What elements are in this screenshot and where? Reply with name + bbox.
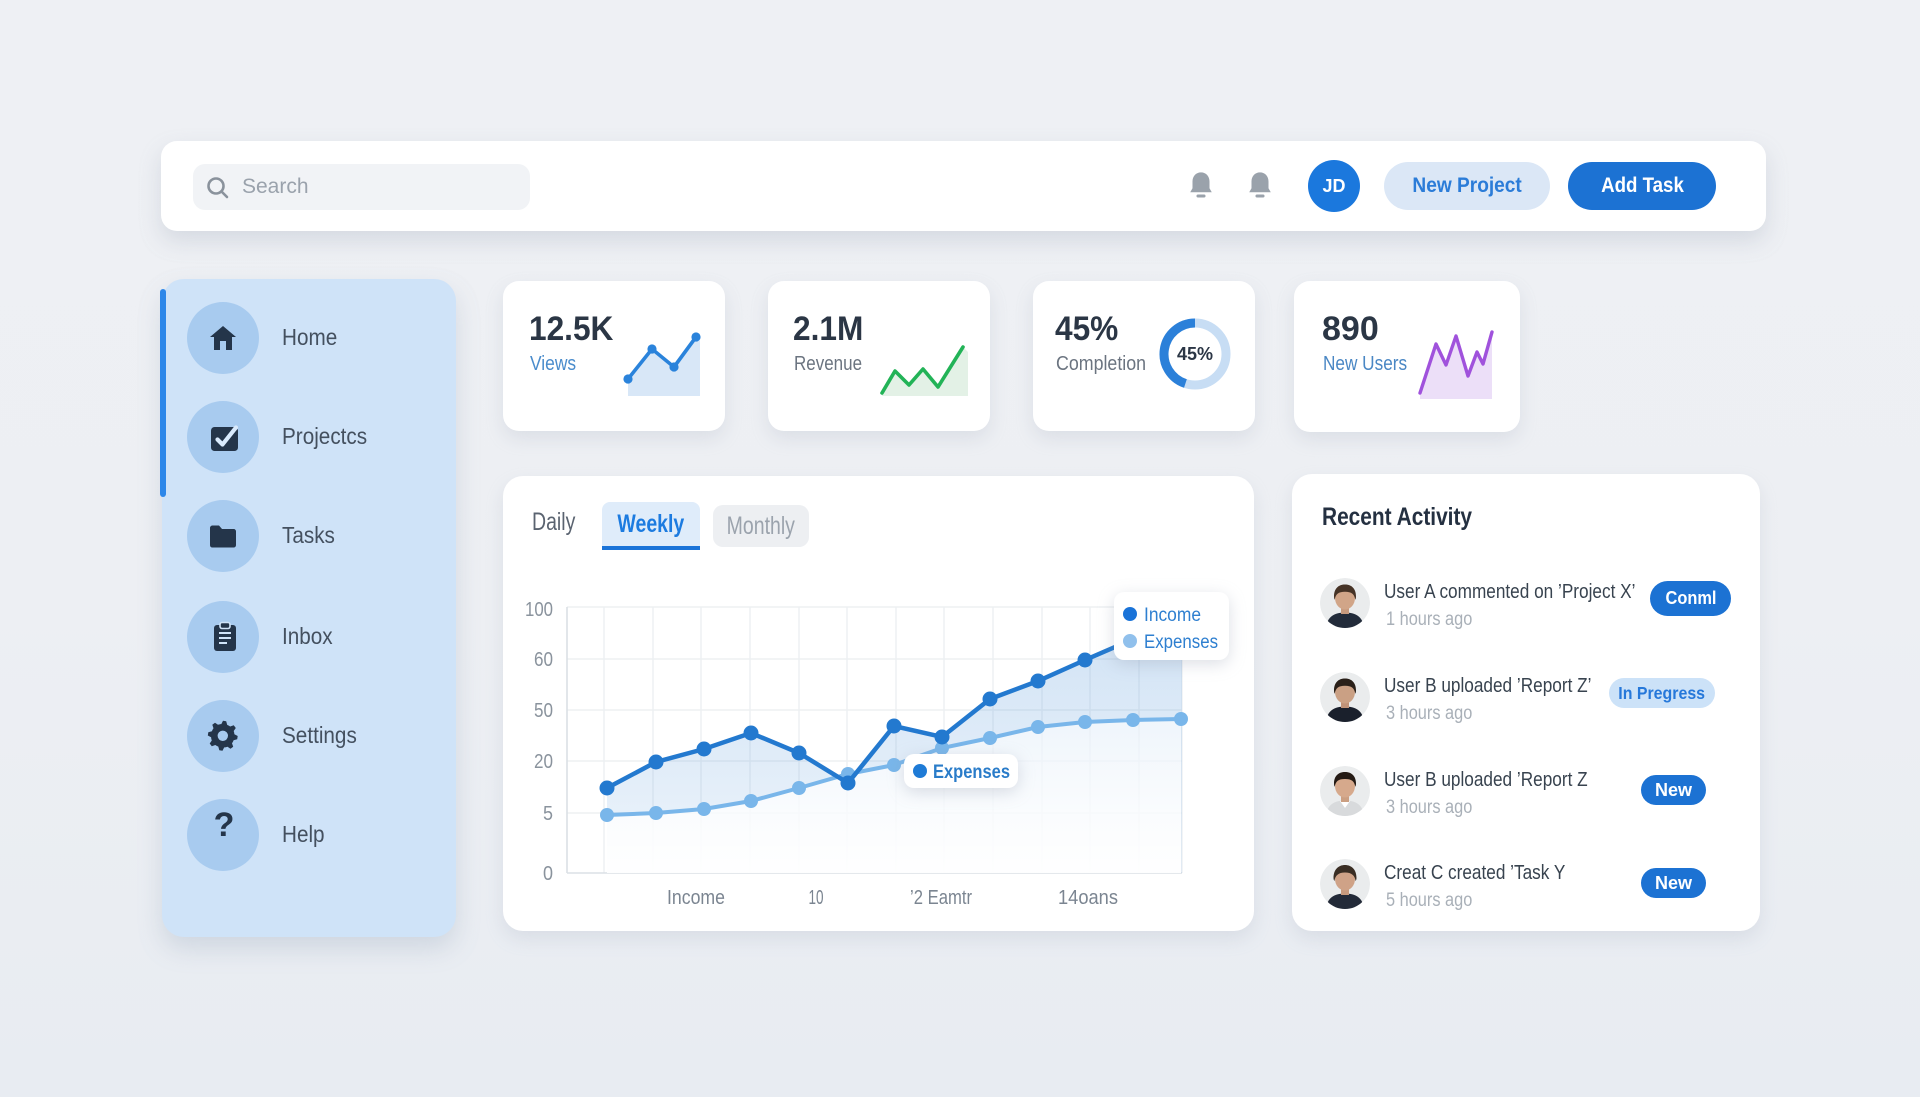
svg-text:20: 20 bbox=[534, 751, 553, 773]
svg-text:14oans: 14oans bbox=[1058, 887, 1118, 909]
svg-text:Income: Income bbox=[667, 887, 725, 909]
svg-text:Expenses: Expenses bbox=[1144, 632, 1218, 653]
svg-text:5: 5 bbox=[543, 803, 553, 825]
svg-text:45%: 45% bbox=[1177, 344, 1213, 364]
svg-text:Income: Income bbox=[1144, 605, 1201, 626]
svg-text:0: 0 bbox=[543, 863, 553, 885]
svg-text:Expenses: Expenses bbox=[933, 762, 1010, 783]
svg-text:10: 10 bbox=[809, 887, 824, 909]
svg-text:’2 Eamtr: ’2 Eamtr bbox=[910, 887, 972, 909]
svg-text:60: 60 bbox=[534, 649, 553, 671]
svg-text:100: 100 bbox=[525, 599, 553, 621]
svg-text:50: 50 bbox=[534, 700, 553, 722]
